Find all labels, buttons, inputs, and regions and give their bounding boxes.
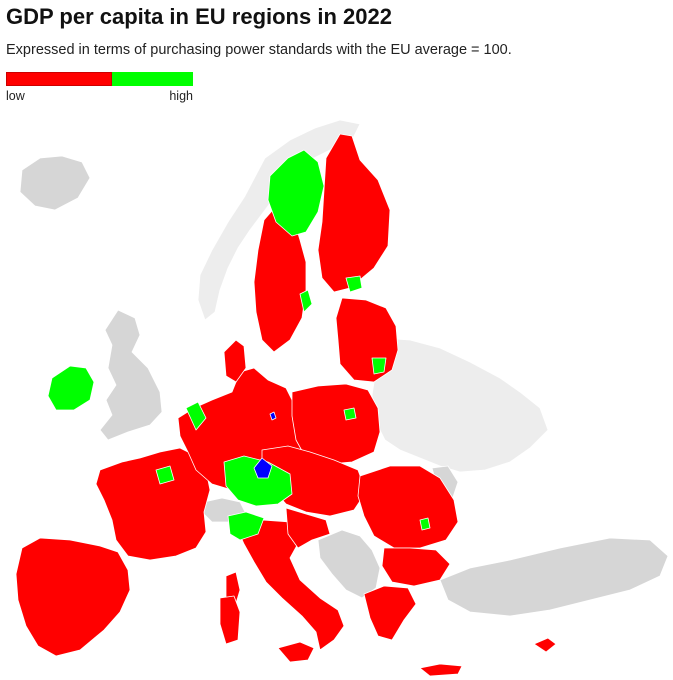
region-benelux-high [185,401,207,431]
region-baltics [335,297,399,383]
region-denmark [223,339,247,383]
region-south-germany-high [223,455,293,507]
region-paris [155,465,175,485]
legend: low high [6,72,193,105]
region-poland [291,383,381,465]
region-stockholm [299,289,313,313]
regions-highlighted [253,411,277,479]
legend-high-segment [112,72,193,86]
europe-map [15,119,669,677]
region-helsinki [345,275,363,293]
region-vilnius [371,357,387,375]
region-prague-highlight [253,457,273,479]
region-finland [317,133,391,293]
region-slovenia-croatia [285,507,331,549]
region-crete [419,663,463,677]
region-sardinia [219,595,241,645]
region-great-britain [99,309,163,441]
regions-above-average [47,149,431,541]
region-france [95,447,211,561]
region-iberia [15,537,131,657]
region-turkey [439,537,669,617]
region-north-italy-high [227,511,265,541]
region-small-highlight [269,411,277,421]
region-belarus-ukraine [371,337,549,473]
map-subtitle: Expressed in terms of purchasing power s… [6,42,512,58]
region-cyprus [533,637,557,653]
legend-low-segment [6,72,112,86]
region-iceland [19,155,91,211]
legend-color-bar [6,72,193,86]
map-title: GDP per capita in EU regions in 2022 [6,4,392,29]
regions-below-average [15,133,557,677]
region-romania [357,465,459,549]
legend-high-label: high [169,89,193,103]
region-warsaw [343,407,357,421]
legend-low-label: low [6,89,25,103]
region-north-sweden [267,149,325,237]
region-ireland [47,365,95,411]
region-greece [363,585,417,641]
region-sicily [277,641,315,663]
region-bucharest [419,517,431,531]
region-western-balkans [317,529,381,599]
region-bulgaria [381,547,451,587]
